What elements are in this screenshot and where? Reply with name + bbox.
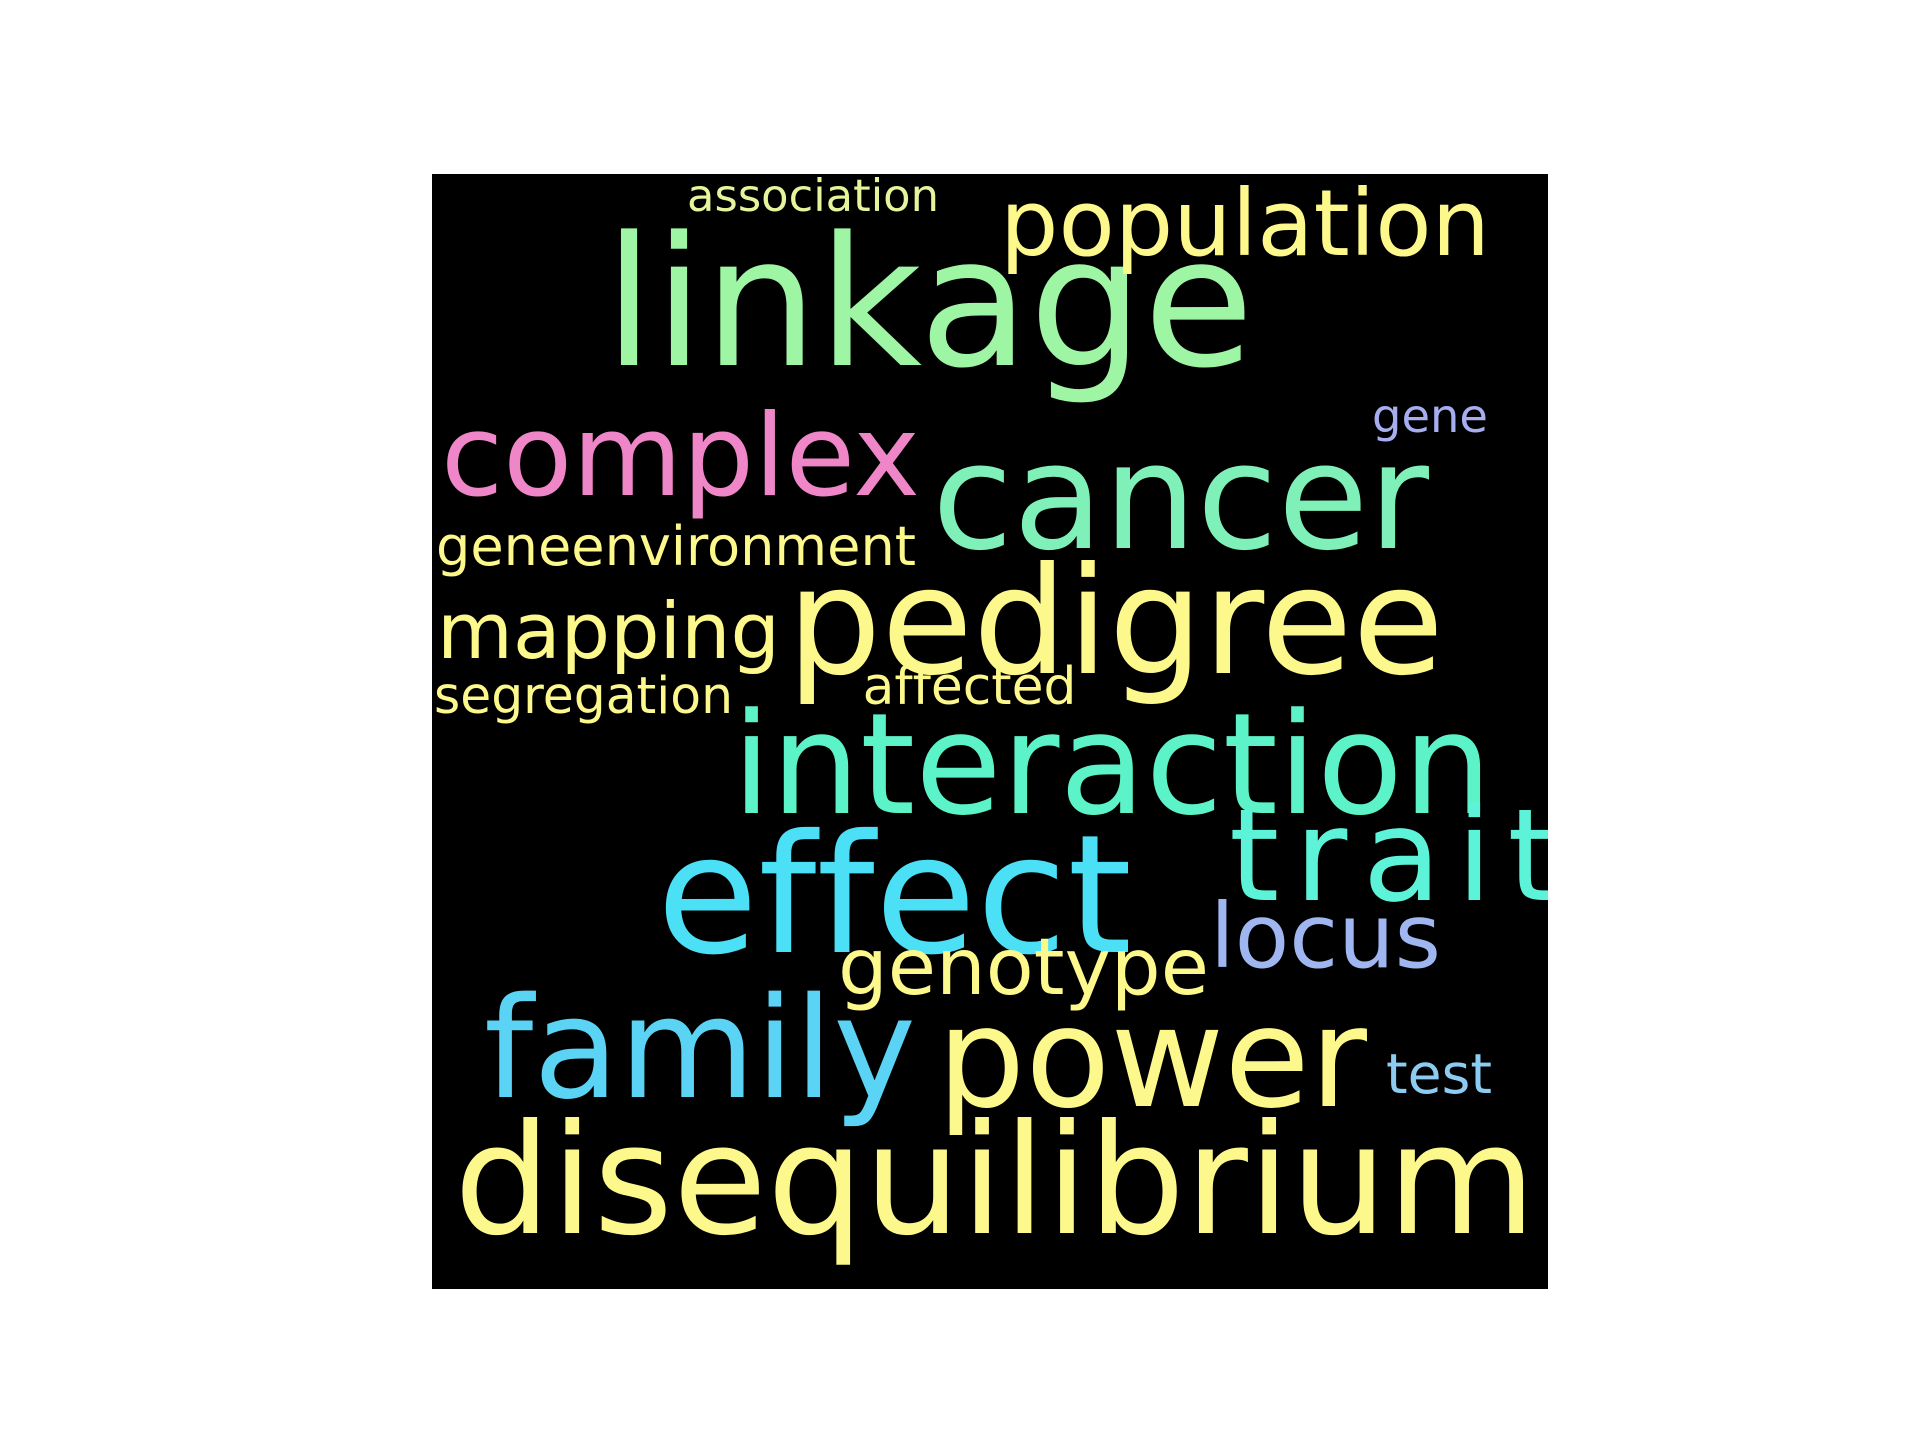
word-cloud: linkage disequilibrium pedigree interact… bbox=[432, 174, 1548, 1289]
word-disequilibrium: disequilibrium bbox=[454, 1092, 1536, 1271]
word-cancer: cancer bbox=[932, 410, 1429, 583]
word-gene: gene bbox=[1372, 388, 1488, 443]
word-association: association bbox=[687, 174, 939, 223]
word-complex: complex bbox=[441, 389, 920, 522]
word-effect: effect bbox=[656, 798, 1133, 991]
word-test: test bbox=[1386, 1042, 1492, 1107]
word-pedigree: pedigree bbox=[787, 536, 1444, 710]
word-power: power bbox=[937, 976, 1367, 1139]
word-linkage: linkage bbox=[604, 198, 1254, 408]
word-locus: locus bbox=[1210, 885, 1441, 990]
word-affected: affected bbox=[862, 657, 1077, 718]
word-trait: trait bbox=[1229, 782, 1548, 932]
word-population: population bbox=[1000, 174, 1490, 277]
word-segregation: segregation bbox=[434, 666, 733, 726]
word-mapping: mapping bbox=[437, 586, 780, 677]
word-interaction: interaction bbox=[732, 683, 1492, 847]
word-family: family bbox=[484, 968, 916, 1132]
word-geneenvironment: geneenvironment bbox=[436, 514, 916, 578]
word-genotype: genotype bbox=[838, 922, 1209, 1014]
